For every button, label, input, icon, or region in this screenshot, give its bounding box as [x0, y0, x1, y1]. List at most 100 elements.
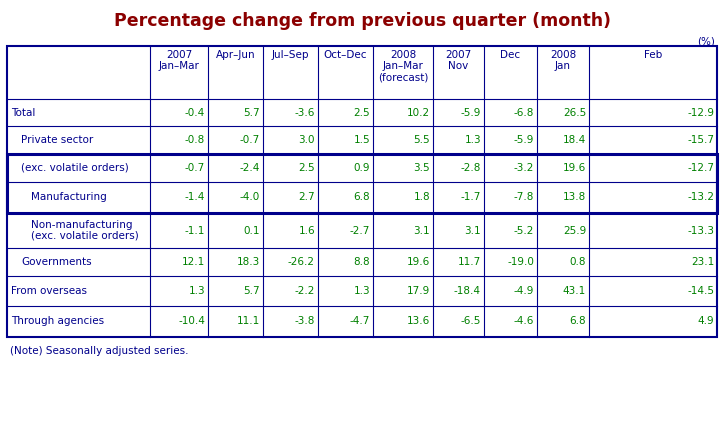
- Text: -4.0: -4.0: [240, 193, 260, 203]
- Text: 19.6: 19.6: [563, 163, 586, 173]
- Text: -2.4: -2.4: [240, 163, 260, 173]
- Text: Through agencies: Through agencies: [11, 316, 104, 326]
- Text: (exc. volatile orders): (exc. volatile orders): [31, 231, 139, 241]
- Text: (forecast): (forecast): [378, 72, 428, 82]
- Text: 1.3: 1.3: [354, 286, 370, 296]
- Text: 2.5: 2.5: [298, 163, 315, 173]
- Text: (Note) Seasonally adjusted series.: (Note) Seasonally adjusted series.: [10, 346, 189, 356]
- Text: 3.1: 3.1: [413, 226, 430, 236]
- Text: 2008: 2008: [550, 50, 576, 60]
- Text: 13.6: 13.6: [407, 316, 430, 326]
- Text: -0.8: -0.8: [184, 135, 205, 145]
- Text: Dec: Dec: [500, 50, 521, 60]
- Text: -3.8: -3.8: [295, 316, 315, 326]
- Text: -6.5: -6.5: [460, 316, 481, 326]
- Text: -1.7: -1.7: [460, 193, 481, 203]
- Text: 5.7: 5.7: [243, 108, 260, 118]
- Text: -3.2: -3.2: [513, 163, 534, 173]
- Text: -6.8: -6.8: [513, 108, 534, 118]
- Text: -18.4: -18.4: [454, 286, 481, 296]
- Text: -0.4: -0.4: [184, 108, 205, 118]
- Text: 43.1: 43.1: [563, 286, 586, 296]
- Text: -4.6: -4.6: [513, 316, 534, 326]
- Text: 5.5: 5.5: [413, 135, 430, 145]
- Text: (%): (%): [697, 36, 715, 46]
- Text: -5.9: -5.9: [513, 135, 534, 145]
- Text: -2.7: -2.7: [350, 226, 370, 236]
- Text: 3.1: 3.1: [465, 226, 481, 236]
- Text: Percentage change from previous quarter (month): Percentage change from previous quarter …: [115, 12, 611, 30]
- Text: Feb: Feb: [644, 50, 662, 60]
- Text: 1.3: 1.3: [465, 135, 481, 145]
- Text: -12.7: -12.7: [687, 163, 714, 173]
- Text: 2.5: 2.5: [354, 108, 370, 118]
- Text: 17.9: 17.9: [407, 286, 430, 296]
- Text: -10.4: -10.4: [178, 316, 205, 326]
- Text: Non-manufacturing: Non-manufacturing: [31, 220, 133, 230]
- Text: 2008: 2008: [390, 50, 416, 60]
- Text: 1.3: 1.3: [188, 286, 205, 296]
- Text: 26.5: 26.5: [563, 108, 586, 118]
- Text: -14.5: -14.5: [687, 286, 714, 296]
- Text: 11.7: 11.7: [458, 257, 481, 267]
- Text: 10.2: 10.2: [407, 108, 430, 118]
- Text: -1.1: -1.1: [184, 226, 205, 236]
- Text: -0.7: -0.7: [240, 135, 260, 145]
- Text: -0.7: -0.7: [184, 163, 205, 173]
- Bar: [7, 46, 717, 337]
- Text: 1.5: 1.5: [354, 135, 370, 145]
- Text: 5.7: 5.7: [243, 286, 260, 296]
- Text: 0.9: 0.9: [354, 163, 370, 173]
- Bar: [7, 154, 717, 213]
- Text: -7.8: -7.8: [513, 193, 534, 203]
- Text: Jan: Jan: [555, 61, 571, 71]
- Text: Apr–Jun: Apr–Jun: [216, 50, 256, 60]
- Text: -1.4: -1.4: [184, 193, 205, 203]
- Text: 1.6: 1.6: [298, 226, 315, 236]
- Text: Jan–Mar: Jan–Mar: [158, 61, 200, 71]
- Text: -19.0: -19.0: [507, 257, 534, 267]
- Text: -13.2: -13.2: [687, 193, 714, 203]
- Text: Total: Total: [11, 108, 36, 118]
- Text: 8.8: 8.8: [354, 257, 370, 267]
- Text: 0.8: 0.8: [569, 257, 586, 267]
- Text: Jul–Sep: Jul–Sep: [272, 50, 309, 60]
- Text: -2.8: -2.8: [460, 163, 481, 173]
- Text: 12.1: 12.1: [182, 257, 205, 267]
- Text: -13.3: -13.3: [687, 226, 714, 236]
- Text: 2007: 2007: [166, 50, 192, 60]
- Text: 18.3: 18.3: [237, 257, 260, 267]
- Text: -3.6: -3.6: [295, 108, 315, 118]
- Text: 6.8: 6.8: [354, 193, 370, 203]
- Text: -4.7: -4.7: [350, 316, 370, 326]
- Text: 2007: 2007: [445, 50, 472, 60]
- Text: 2.7: 2.7: [298, 193, 315, 203]
- Text: 3.5: 3.5: [413, 163, 430, 173]
- Text: Jan–Mar: Jan–Mar: [383, 61, 423, 71]
- Text: 18.4: 18.4: [563, 135, 586, 145]
- Text: Nov: Nov: [449, 61, 468, 71]
- Text: 3.0: 3.0: [298, 135, 315, 145]
- Text: 6.8: 6.8: [569, 316, 586, 326]
- Text: Private sector: Private sector: [21, 135, 93, 145]
- Text: 1.8: 1.8: [413, 193, 430, 203]
- Text: 11.1: 11.1: [237, 316, 260, 326]
- Text: From overseas: From overseas: [11, 286, 87, 296]
- Text: 23.1: 23.1: [690, 257, 714, 267]
- Text: -12.9: -12.9: [687, 108, 714, 118]
- Text: -5.2: -5.2: [513, 226, 534, 236]
- Text: 13.8: 13.8: [563, 193, 586, 203]
- Text: 4.9: 4.9: [698, 316, 714, 326]
- Text: Oct–Dec: Oct–Dec: [324, 50, 367, 60]
- Text: 0.1: 0.1: [243, 226, 260, 236]
- Text: (exc. volatile orders): (exc. volatile orders): [21, 163, 129, 173]
- Text: 25.9: 25.9: [563, 226, 586, 236]
- Text: 19.6: 19.6: [407, 257, 430, 267]
- Text: -2.2: -2.2: [295, 286, 315, 296]
- Text: Governments: Governments: [21, 257, 91, 267]
- Text: -26.2: -26.2: [288, 257, 315, 267]
- Text: Manufacturing: Manufacturing: [31, 193, 107, 203]
- Text: -15.7: -15.7: [687, 135, 714, 145]
- Text: -5.9: -5.9: [460, 108, 481, 118]
- Text: -4.9: -4.9: [513, 286, 534, 296]
